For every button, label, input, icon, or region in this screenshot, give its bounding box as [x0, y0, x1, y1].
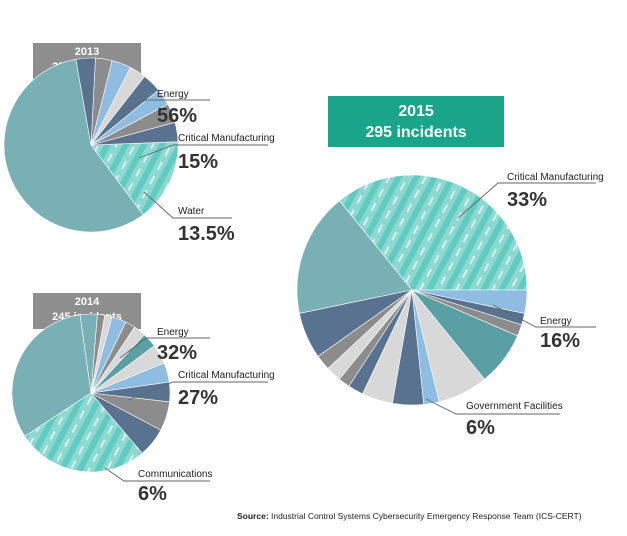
leader-2014-0	[119, 337, 210, 359]
label-2014-pct-0: 32%	[157, 342, 197, 364]
label-2014-pct-1: 27%	[178, 387, 218, 409]
label-2014-name-1: Critical Manufacturing	[178, 370, 275, 381]
leader-2013-0	[121, 99, 210, 113]
pie-2013	[3, 57, 179, 233]
label-2013-name-0: Energy	[157, 89, 189, 100]
pie-2015-slice-1	[296, 200, 413, 314]
label-2014-name-2: Communications	[138, 469, 212, 480]
label-2015-name-1: Energy	[540, 316, 572, 327]
source-text: Industrial Control Systems Cybersecurity…	[268, 511, 582, 521]
leader-2014-2	[104, 467, 210, 482]
label-2013-name-1: Critical Manufacturing	[178, 133, 275, 144]
label-2015-pct-0: 33%	[507, 189, 547, 211]
pie-2014-slice-13	[79, 313, 98, 394]
pie-2015-slice-0	[338, 174, 528, 291]
pie-2015	[296, 174, 528, 406]
label-2013-pct-0: 56%	[157, 105, 197, 127]
leader-2015-2	[425, 398, 560, 415]
leader-2013-2	[143, 191, 232, 219]
pie-2013-slice-9	[75, 57, 96, 146]
leader-2013-1	[138, 144, 268, 159]
label-2015-pct-2: 6%	[466, 417, 495, 439]
label-2015-pct-1: 16%	[540, 330, 580, 352]
badge-2015: 2015 295 incidents	[328, 96, 504, 147]
label-2014-pct-2: 6%	[138, 483, 167, 505]
source-label: Source:	[237, 511, 269, 521]
label-2013-pct-1: 15%	[178, 151, 218, 173]
pie-2013-slice-0	[3, 58, 144, 233]
label-2013-pct-2: 13.5%	[178, 223, 235, 245]
leader-2015-0	[457, 182, 596, 219]
leader-2014-1	[127, 381, 268, 401]
badge-2014-year: 2014	[74, 296, 100, 308]
pie-2014-slice-1	[24, 392, 143, 473]
badge-2015-incidents: 295 incidents	[365, 124, 467, 141]
badge-2013-year: 2013	[74, 46, 100, 58]
label-2013-name-2: Water	[178, 206, 205, 217]
badge-2015-year: 2015	[398, 103, 434, 120]
label-2015-name-0: Critical Manufacturing	[507, 172, 604, 183]
label-2014-name-0: Energy	[157, 327, 189, 338]
pie-2013-slice-1	[90, 141, 179, 216]
pie-2014	[11, 313, 171, 473]
leader-2015-1	[492, 304, 596, 328]
source-note: Source: Industrial Control Systems Cyber…	[237, 511, 582, 521]
label-2015-name-2: Government Facilities	[466, 401, 563, 412]
